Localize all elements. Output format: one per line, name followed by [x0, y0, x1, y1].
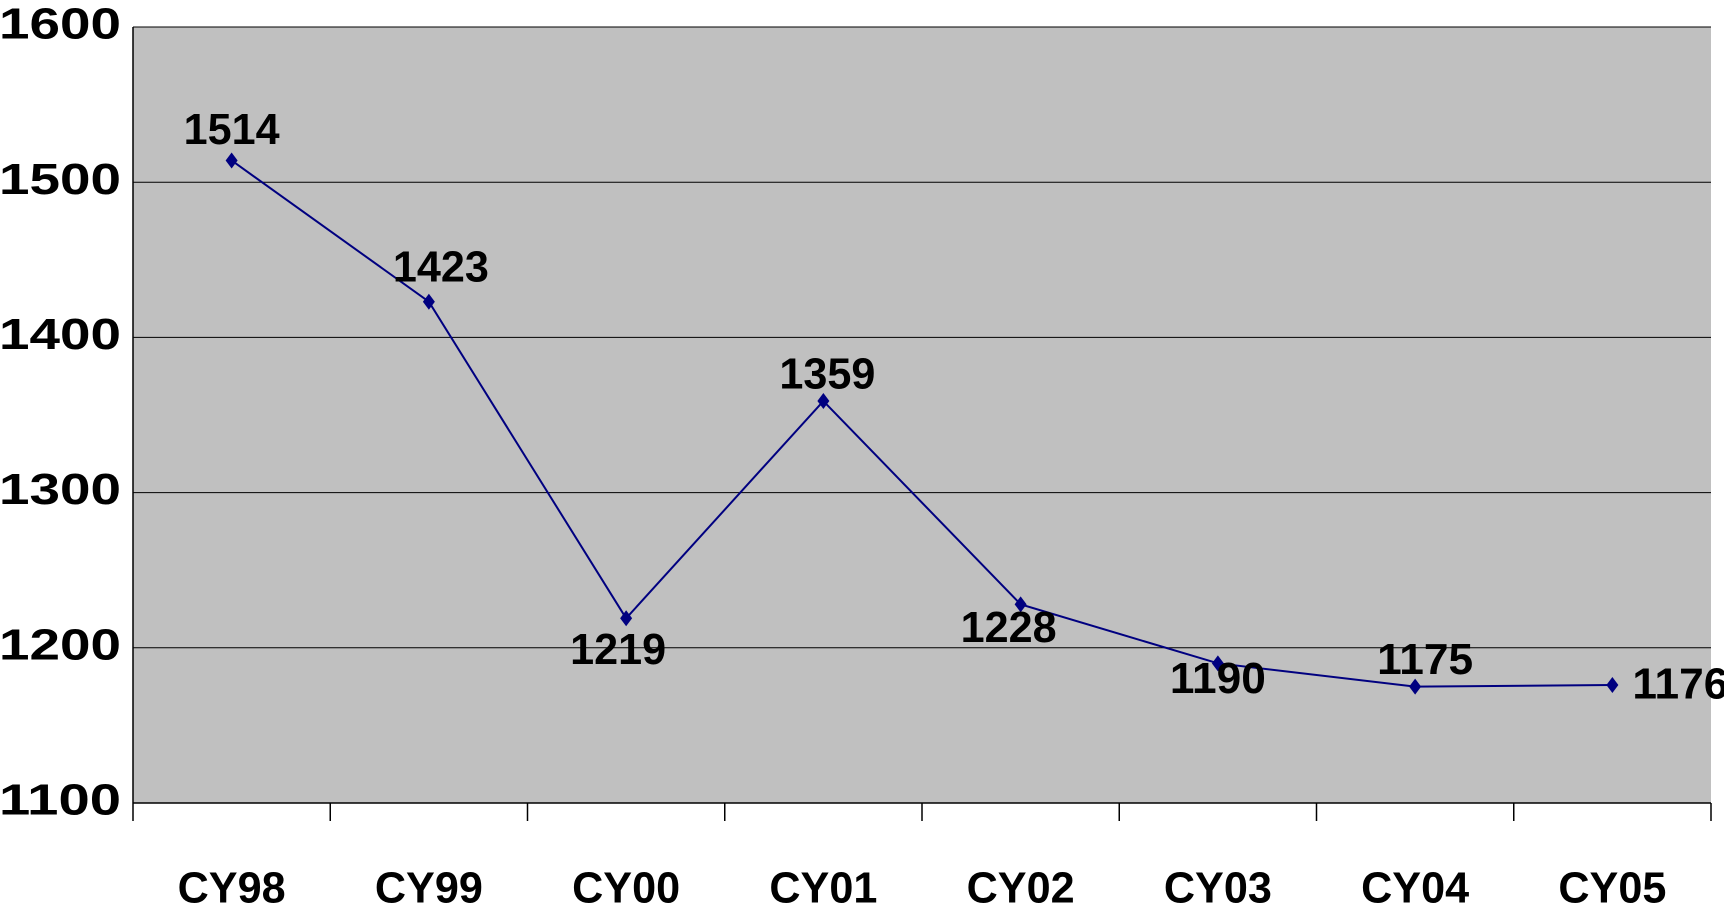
- marker: [817, 393, 830, 410]
- x-tick-label: CY99: [375, 864, 483, 913]
- x-tick-label: CY03: [1164, 864, 1272, 913]
- line: [231, 159, 1613, 688]
- y-tick-label: 1100: [0, 776, 121, 825]
- marker: [422, 293, 435, 310]
- x-tick-label: CY01: [769, 864, 877, 913]
- data-label: 1359: [779, 350, 875, 399]
- marker: [620, 610, 633, 627]
- data-label: 1219: [570, 625, 666, 674]
- y-tick-label: 1500: [0, 155, 121, 204]
- y-tick-label: 1300: [0, 465, 121, 514]
- x-tick-label: CY04: [1361, 864, 1470, 913]
- y-tick-label: 1200: [0, 620, 121, 669]
- plot-area: [133, 27, 1711, 803]
- x-tick-label: CY05: [1558, 864, 1666, 913]
- marker: [1014, 596, 1027, 613]
- data-label: 1423: [393, 242, 489, 291]
- marker: [225, 152, 238, 169]
- data-label: 1514: [184, 105, 281, 154]
- x-tick-label: CY00: [572, 864, 680, 913]
- y-tick-label: 1400: [0, 310, 121, 359]
- data-label: 1190: [1170, 654, 1266, 703]
- y-tick-label: 1600: [0, 0, 121, 49]
- marker: [1606, 677, 1619, 694]
- data-label: 1228: [961, 603, 1057, 652]
- data-label: 1176: [1632, 660, 1724, 709]
- marker: [1211, 655, 1224, 672]
- marker: [1409, 678, 1422, 695]
- x-tick-label: CY98: [178, 864, 286, 913]
- data-label: 1175: [1377, 635, 1473, 684]
- x-tick-label: CY02: [967, 864, 1075, 913]
